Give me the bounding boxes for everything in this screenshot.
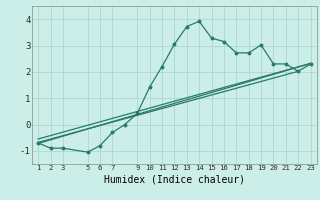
X-axis label: Humidex (Indice chaleur): Humidex (Indice chaleur) bbox=[104, 174, 245, 184]
